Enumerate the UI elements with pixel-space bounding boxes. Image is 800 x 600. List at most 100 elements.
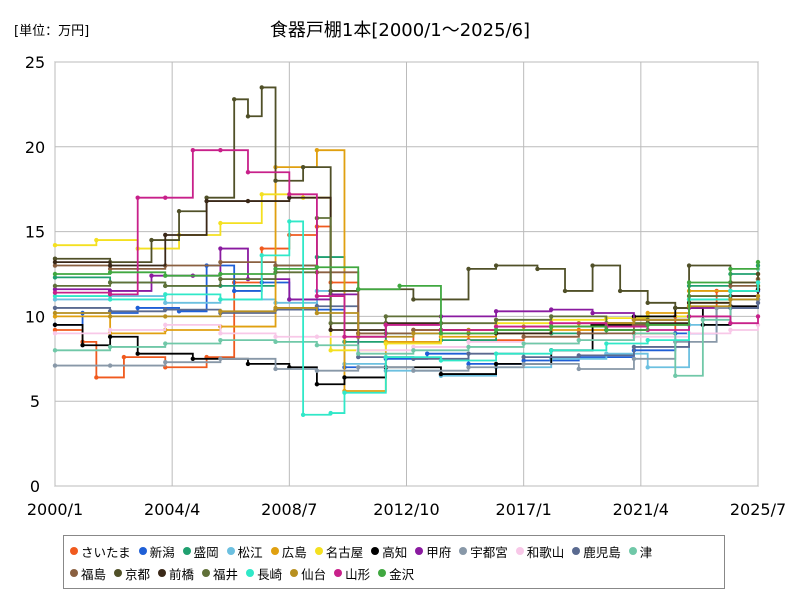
data-point — [328, 348, 333, 353]
data-point — [52, 271, 58, 277]
data-point — [466, 361, 471, 367]
data-point — [163, 273, 168, 278]
data-point — [273, 266, 278, 272]
data-point — [411, 344, 416, 350]
data-point — [52, 322, 58, 328]
data-point — [466, 365, 471, 370]
data-point — [52, 283, 58, 289]
data-point — [576, 366, 582, 372]
data-point — [107, 327, 113, 333]
legend-label: 山形 — [345, 566, 371, 582]
data-point — [383, 341, 389, 346]
data-point — [218, 276, 223, 282]
legend-label: 前橋 — [169, 566, 195, 582]
legend-item: 福井 — [202, 564, 238, 583]
data-point — [163, 359, 168, 365]
data-point — [493, 351, 499, 356]
data-point — [163, 322, 168, 328]
data-point — [342, 334, 347, 339]
data-point — [107, 292, 113, 297]
data-point — [411, 297, 416, 302]
legend-row: さいたま 新潟 盛岡 松江 広島 名古屋 高知 甲府 宇都宮 和歌山 鹿児島 津 — [70, 540, 718, 562]
data-point — [383, 354, 389, 360]
legend-label: 新潟 — [149, 544, 175, 560]
data-point — [728, 266, 733, 272]
legend-label: 津 — [639, 544, 653, 560]
legend-item: 盛岡 — [182, 542, 219, 561]
legend-marker — [202, 569, 211, 577]
data-point — [107, 363, 113, 368]
data-point — [176, 209, 182, 214]
data-point — [52, 256, 58, 261]
data-point — [218, 147, 223, 153]
line-chart: 0 5 10 15 20 25 2000/1 2004/4 2008/7 2012/10 2017… — [25, 53, 786, 519]
y-tick-label: 20 — [25, 138, 45, 157]
data-point — [163, 283, 168, 289]
data-point — [218, 356, 223, 361]
y-tick-label: 0 — [30, 477, 40, 496]
data-point — [107, 314, 113, 319]
chart-title: 食器戸棚1本[2000/1～2025/6] — [269, 20, 531, 41]
data-point — [535, 266, 540, 272]
data-point — [52, 242, 58, 248]
data-point — [728, 288, 733, 294]
x-tick-label: 2008/7 — [261, 500, 317, 519]
data-point — [190, 147, 196, 153]
data-point — [135, 195, 140, 200]
data-point — [94, 237, 99, 243]
data-point — [466, 344, 471, 350]
series-line — [55, 149, 759, 338]
legend-label: 高知 — [382, 544, 408, 560]
data-point — [273, 305, 278, 311]
data-point — [728, 297, 733, 302]
data-point — [107, 266, 113, 272]
legend-item: 金沢 — [378, 564, 414, 583]
data-point — [411, 331, 416, 336]
data-point — [673, 305, 678, 311]
y-tick-label: 5 — [30, 392, 40, 411]
legend-marker — [334, 569, 343, 577]
data-point — [521, 361, 526, 367]
data-point — [645, 322, 650, 328]
data-point — [135, 305, 140, 311]
data-point — [204, 195, 209, 200]
legend-marker — [182, 547, 191, 555]
data-point — [686, 263, 692, 268]
data-point — [576, 331, 582, 336]
data-point — [52, 293, 58, 299]
data-point — [163, 232, 168, 238]
data-point — [245, 361, 251, 367]
data-point — [314, 382, 320, 387]
legend-label: 甲府 — [426, 544, 452, 560]
legend-marker — [459, 547, 468, 555]
legend-marker — [114, 569, 123, 577]
data-point — [135, 351, 140, 356]
data-point — [273, 178, 278, 183]
data-point — [149, 237, 154, 243]
data-point — [342, 390, 347, 395]
data-point — [52, 310, 58, 316]
y-tick-label: 15 — [25, 223, 45, 242]
legend-item: 名古屋 — [314, 542, 363, 561]
legend-item: 鹿児島 — [572, 542, 621, 561]
data-point — [645, 310, 650, 316]
data-point — [52, 290, 58, 295]
data-point — [314, 293, 320, 299]
legend-item: 長崎 — [246, 564, 282, 583]
data-point — [356, 354, 361, 360]
data-point — [755, 271, 761, 277]
data-point — [107, 263, 113, 268]
data-point — [94, 375, 99, 380]
data-point — [218, 297, 223, 302]
data-point — [438, 371, 444, 377]
series-17 — [52, 219, 761, 417]
legend-marker — [270, 547, 279, 555]
legend-marker — [226, 547, 235, 555]
y-tick-label: 25 — [25, 53, 45, 72]
legend-item: 新潟 — [138, 542, 175, 561]
data-point — [52, 259, 58, 265]
data-point — [218, 220, 223, 226]
data-point — [259, 192, 264, 197]
data-point — [52, 327, 58, 333]
data-point — [218, 246, 223, 251]
